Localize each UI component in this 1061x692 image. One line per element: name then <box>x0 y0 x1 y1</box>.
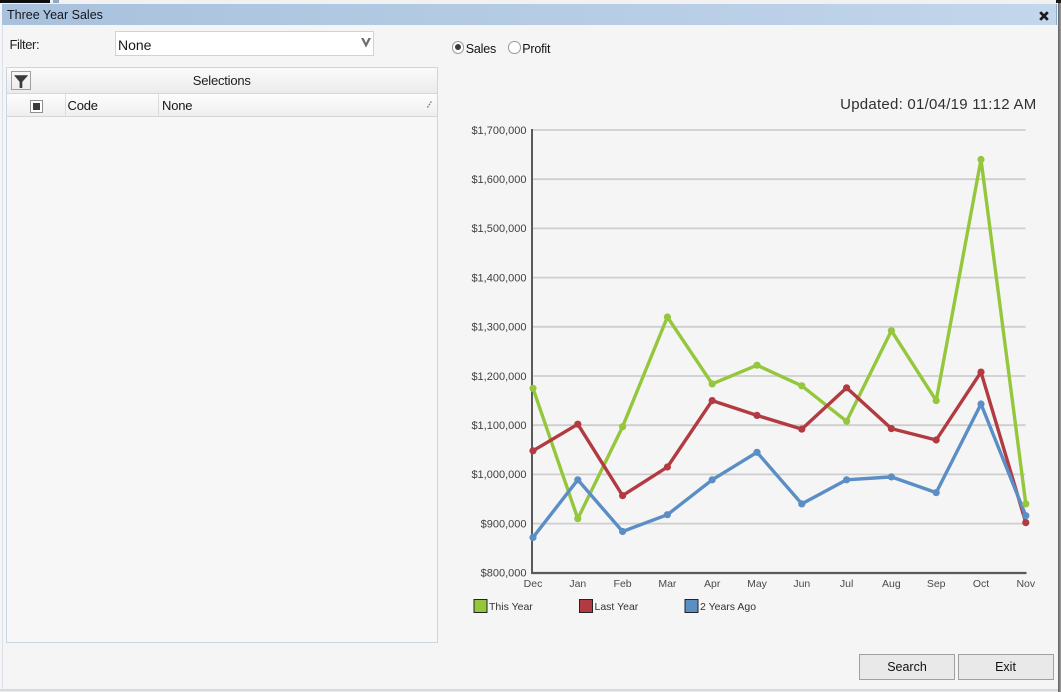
svg-text:$900,000: $900,000 <box>481 518 527 530</box>
svg-text:$1,500,000: $1,500,000 <box>471 223 526 235</box>
svg-text:2 Years Ago: 2 Years Ago <box>700 601 756 613</box>
svg-text:$1,300,000: $1,300,000 <box>471 322 526 334</box>
svg-text:$1,000,000: $1,000,000 <box>471 469 526 481</box>
svg-text:Feb: Feb <box>614 578 632 590</box>
svg-text:$1,600,000: $1,600,000 <box>471 174 526 186</box>
svg-text:Jan: Jan <box>569 578 586 590</box>
svg-text:This Year: This Year <box>489 601 533 613</box>
svg-text:Sep: Sep <box>927 578 946 590</box>
svg-text:Jun: Jun <box>793 578 810 590</box>
svg-text:Jul: Jul <box>840 578 853 590</box>
svg-text:$800,000: $800,000 <box>481 568 527 580</box>
svg-text:May: May <box>747 578 768 590</box>
svg-text:Mar: Mar <box>658 578 677 590</box>
svg-text:$1,700,000: $1,700,000 <box>471 125 526 137</box>
svg-text:Nov: Nov <box>1016 578 1035 590</box>
svg-text:$1,200,000: $1,200,000 <box>471 371 526 383</box>
svg-text:Aug: Aug <box>882 578 901 590</box>
svg-text:Oct: Oct <box>973 578 989 590</box>
svg-text:Last Year: Last Year <box>595 601 639 613</box>
svg-text:Dec: Dec <box>524 578 543 590</box>
svg-text:$1,400,000: $1,400,000 <box>471 272 526 284</box>
svg-text:Apr: Apr <box>704 578 721 590</box>
svg-text:$1,100,000: $1,100,000 <box>471 420 526 432</box>
